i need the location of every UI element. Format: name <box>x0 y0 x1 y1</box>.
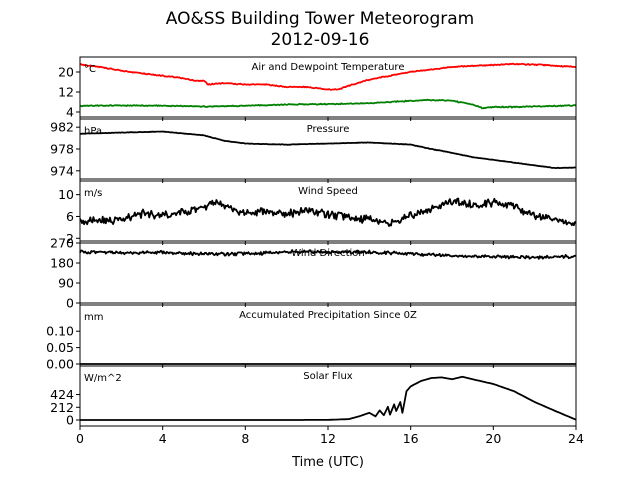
x-tick-label: 16 <box>403 431 419 446</box>
panel-direction: 0 90 180 270 Wind Direction <box>50 236 577 311</box>
precip-unit-label: mm <box>84 312 103 323</box>
precip-panel-title: Accumulated Precipitation Since 0Z <box>239 310 417 321</box>
direction-y-tick-label: 180 <box>50 256 74 271</box>
x-tick-label: 4 <box>159 431 167 446</box>
direction-series-line <box>79 249 577 260</box>
temp-panel-title: Air and Dewpoint Temperature <box>252 62 405 73</box>
solar-series-line <box>80 375 577 421</box>
temp-series-line <box>79 98 577 110</box>
pressure-y-tick-label: 978 <box>50 142 74 157</box>
precip-y-tick-label: 0.10 <box>46 324 74 339</box>
solar-y-tick-label: 212 <box>50 400 74 415</box>
panel-precip: 0.00 0.050.10 Accumulated Precipitation Si… <box>46 304 577 372</box>
temp-unit-label: °C <box>84 64 96 75</box>
temp-y-tick-label: 20 <box>58 65 74 80</box>
pressure-panel-title: Pressure <box>307 124 350 135</box>
x-axis-label: Time (UTC) <box>291 455 364 470</box>
temp-y-tick-label: 4 <box>66 105 74 120</box>
wind-y-tick-label: 6 <box>66 209 74 224</box>
pressure-unit-label: hPa <box>84 126 102 137</box>
x-tick-label: 12 <box>320 431 336 446</box>
wind-series-line <box>79 197 577 227</box>
panel-wind: 2 6 10 Wind Speed m/s <box>58 180 577 246</box>
temp-series-line <box>79 62 576 91</box>
direction-panel-title: Wind Direction <box>291 248 365 259</box>
precip-y-tick-label: 0.05 <box>46 340 74 355</box>
solar-unit-label: W/m^2 <box>84 373 122 384</box>
panel-pressure: 974 978 982 Pressure hPa <box>50 118 577 183</box>
pressure-y-tick-label: 974 <box>50 163 74 178</box>
precip-y-tick-label: 0.00 <box>46 357 74 372</box>
temp-y-tick-label: 12 <box>58 85 74 100</box>
direction-y-tick-label: 90 <box>58 276 74 291</box>
x-tick-label: 8 <box>241 431 249 446</box>
pressure-series-line <box>79 130 576 169</box>
pressure-y-tick-label: 982 <box>50 120 74 135</box>
direction-y-tick-label: 0 <box>66 296 74 311</box>
wind-panel-title: Wind Speed <box>298 186 358 197</box>
solar-y-tick-label: 0 <box>66 413 74 428</box>
wind-unit-label: m/s <box>84 188 102 199</box>
wind-y-tick-label: 2 <box>66 231 74 246</box>
panel-temp: 4 12 20 Air and Dewpoint Temperature °C <box>58 56 577 121</box>
chart-title-line2: 2012-09-16 <box>271 30 370 50</box>
direction-y-tick-label: 270 <box>50 236 74 251</box>
solar-panel-title: Solar Flux <box>303 371 353 382</box>
x-tick-label: 24 <box>568 431 584 446</box>
solar-y-tick-label: 424 <box>50 387 74 402</box>
chart-title-line1: AO&SS Building Tower Meteorogram <box>166 9 474 29</box>
x-tick-label: 0 <box>76 431 84 446</box>
wind-y-tick-label: 10 <box>58 187 74 202</box>
x-tick-label: 20 <box>485 431 501 446</box>
